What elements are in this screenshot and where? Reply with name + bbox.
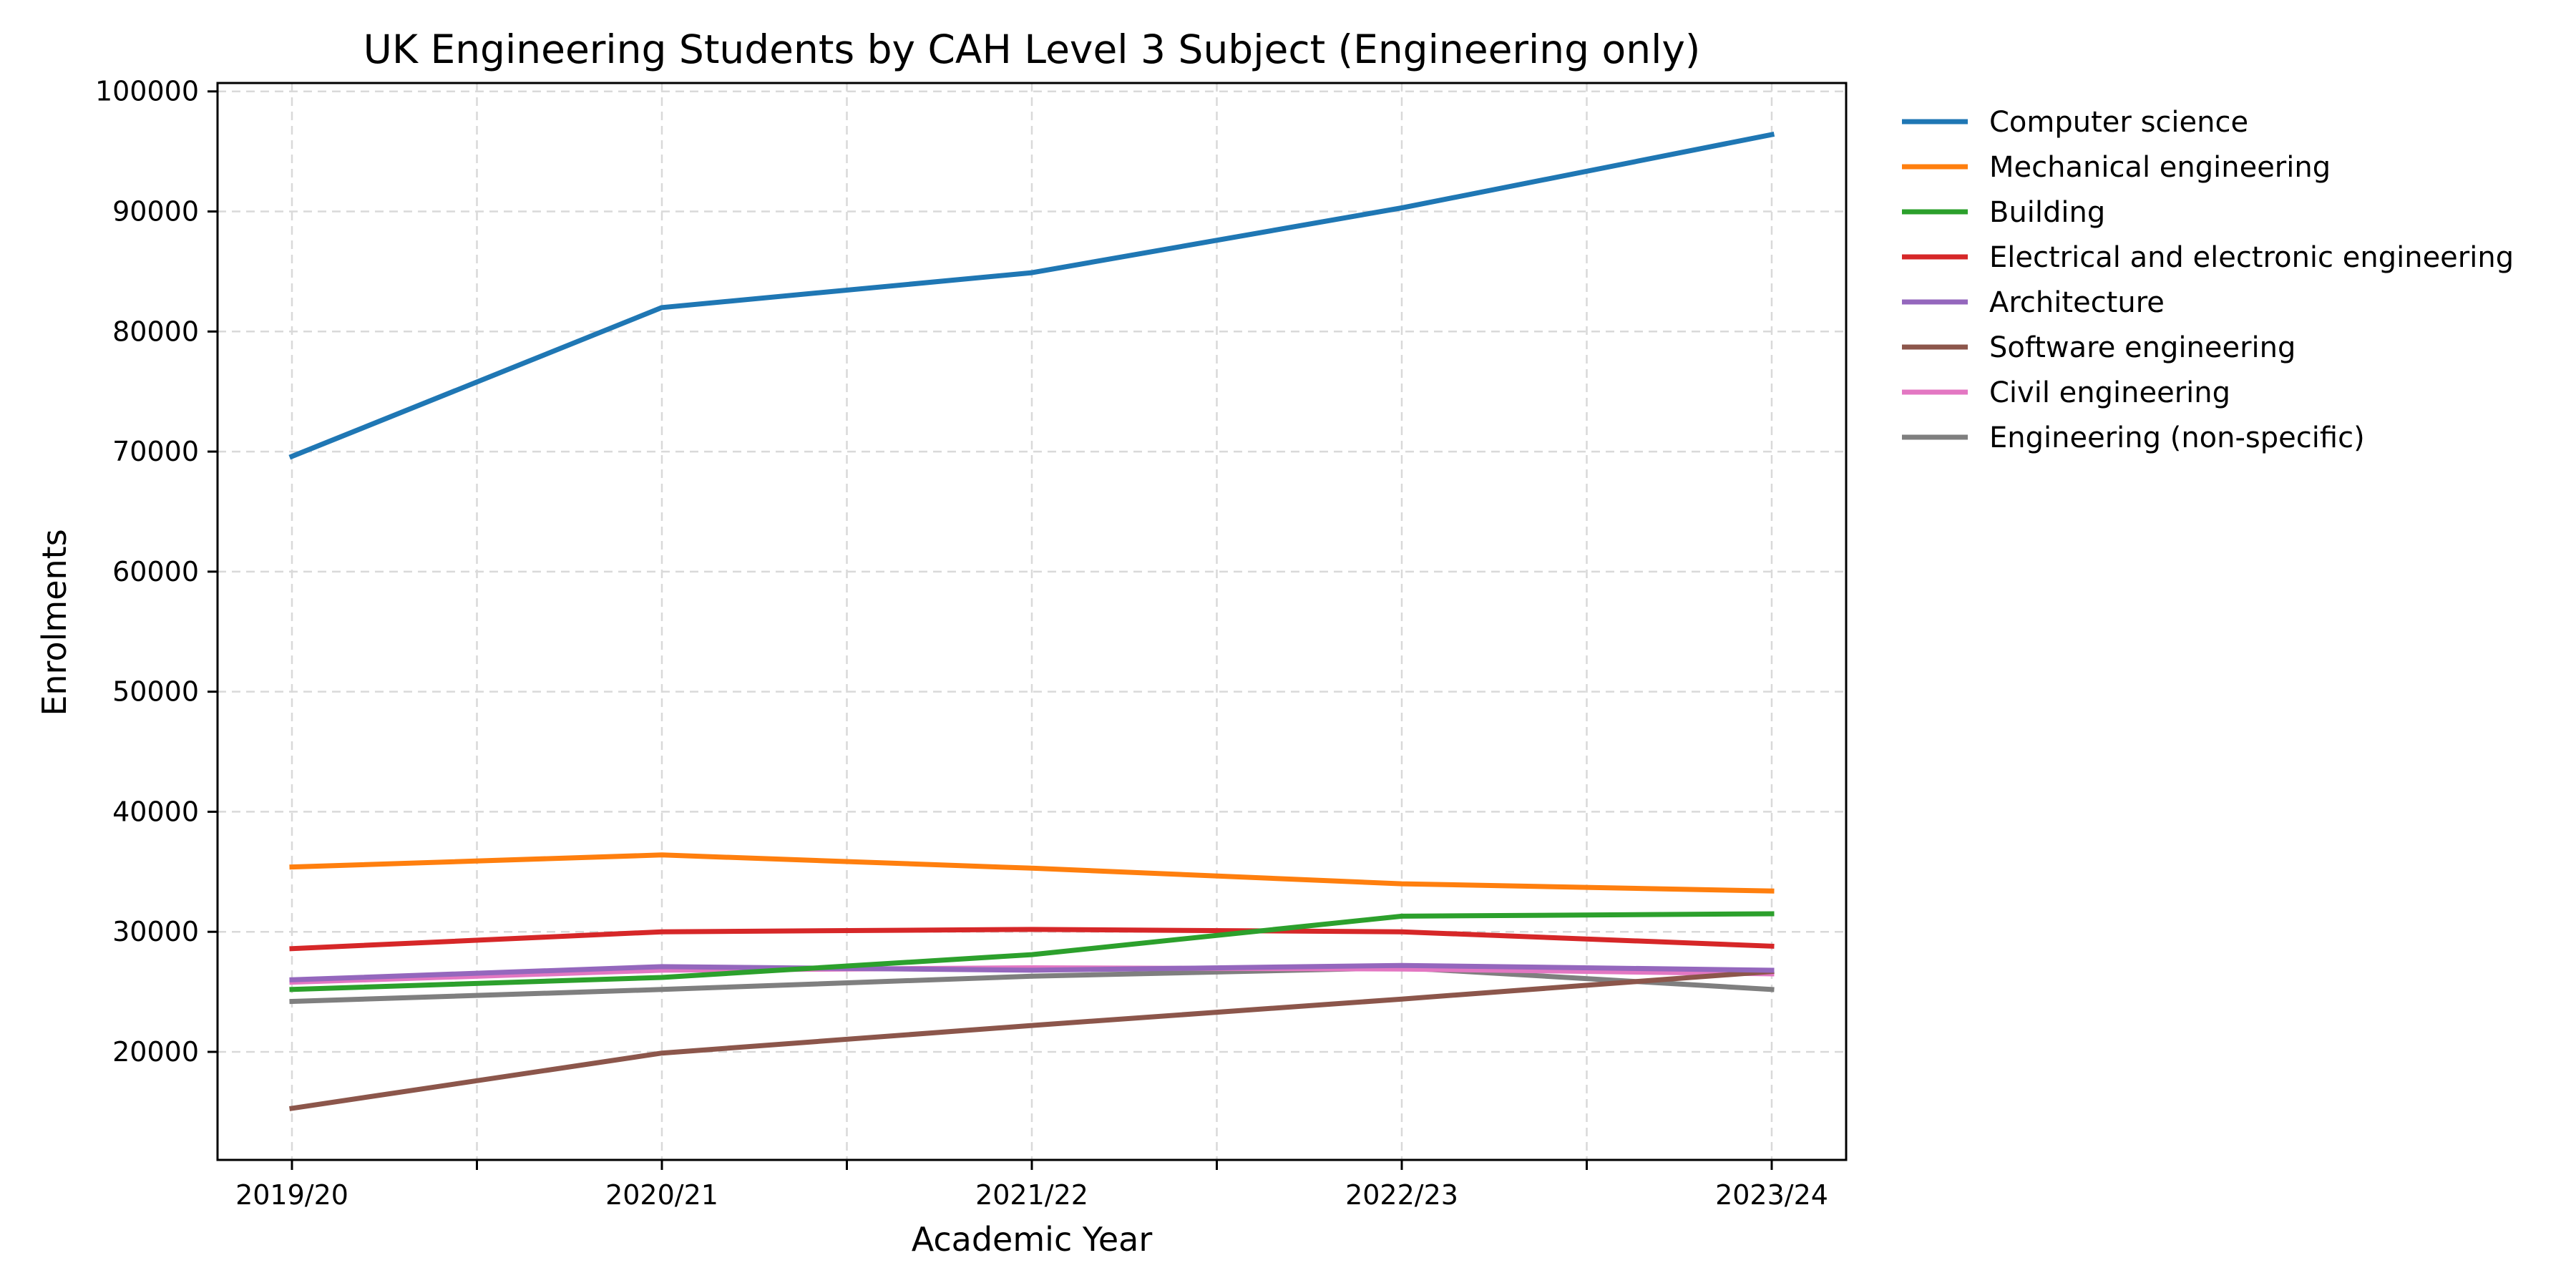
series-line-building (289, 911, 1775, 992)
x-tick-label: 2020/21 (605, 1179, 718, 1211)
x-tick-label: 2019/20 (235, 1179, 348, 1211)
x-axis-label: Academic Year (912, 1220, 1153, 1259)
series-line-computer-science (288, 131, 1775, 460)
y-tick-label: 20000 (112, 1036, 199, 1068)
y-tick-label: 70000 (112, 436, 199, 467)
x-tick-label: 2021/22 (975, 1179, 1088, 1211)
series-layer (288, 131, 1775, 1111)
chart-title: UK Engineering Students by CAH Level 3 S… (364, 26, 1701, 72)
series-line-architecture (289, 962, 1775, 982)
y-tick-label: 90000 (112, 196, 199, 228)
series-line-engineering-non-specific (289, 965, 1775, 1005)
legend: Computer science Mechanical engineering Bu… (1902, 106, 2514, 454)
y-tick-label: 100000 (95, 76, 199, 107)
legend-label: Mechanical engineering (1989, 151, 2331, 184)
y-tick-label: 80000 (112, 316, 199, 347)
x-tick-label: 2023/24 (1715, 1179, 1828, 1211)
y-axis-label: Enrolments (35, 529, 74, 716)
series-line-software-engineering (289, 968, 1775, 1111)
series-line-mechanical-engineering (289, 852, 1775, 894)
legend-label: Building (1989, 196, 2105, 229)
legend-label: Civil engineering (1989, 376, 2230, 409)
tick-layer: 2019/20 2020/21 2021/22 2022/23 2023/24 20000… (95, 76, 1828, 1211)
y-tick-label: 40000 (112, 796, 199, 827)
legend-label: Engineering (non-specific) (1989, 421, 2365, 454)
legend-label: Electrical and electronic engineering (1989, 241, 2514, 274)
y-tick-label: 30000 (112, 916, 199, 947)
legend-label: Architecture (1989, 286, 2165, 319)
legend-label: Computer science (1989, 106, 2248, 139)
series-line-electrical-and-electronic-engineering (289, 927, 1775, 952)
legend-label: Software engineering (1989, 331, 2296, 364)
x-tick-label: 2022/23 (1345, 1179, 1458, 1211)
y-tick-label: 60000 (112, 556, 199, 587)
y-tick-label: 50000 (112, 676, 199, 708)
grid-layer (218, 83, 1846, 1160)
